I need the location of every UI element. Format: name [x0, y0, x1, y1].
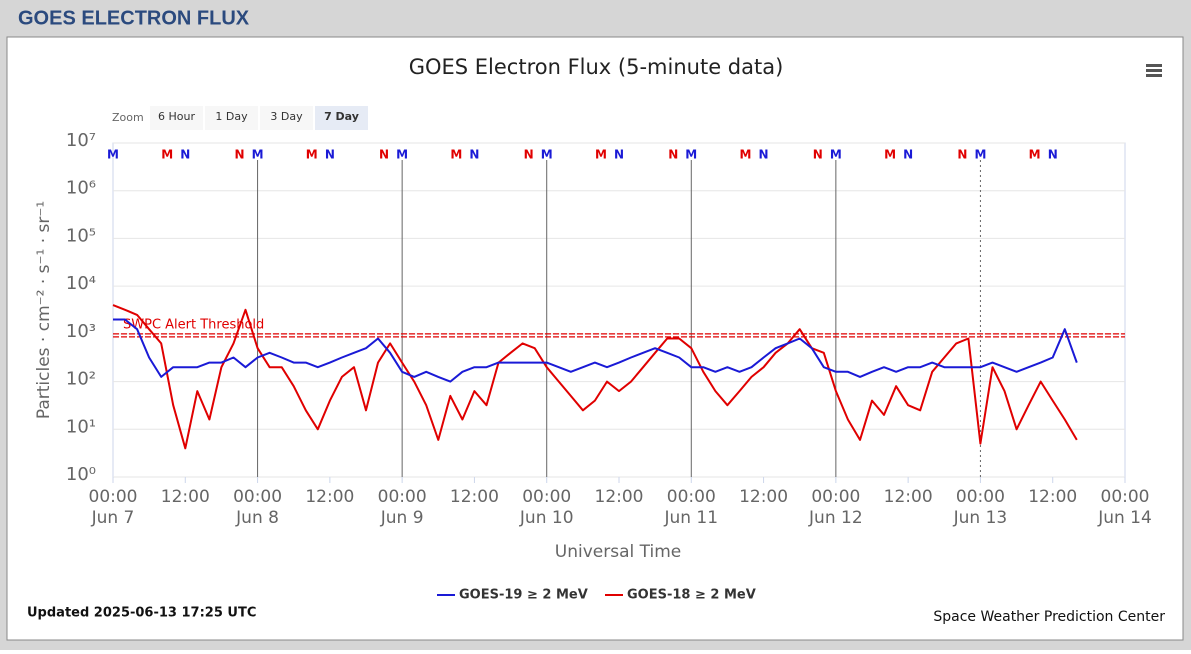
x-tick-label: 00:00 — [233, 487, 282, 507]
local-time-marker: N — [379, 148, 389, 162]
local-time-marker: N — [614, 148, 624, 162]
x-tick-label: 12:00 — [739, 487, 788, 507]
menu-button[interactable] — [1140, 58, 1168, 82]
y-tick-label: 10³ — [66, 321, 96, 342]
series-line — [112, 304, 1078, 450]
zoom-button-label[interactable]: 6 Hour — [158, 110, 195, 123]
zoom-button[interactable] — [205, 106, 258, 130]
local-time-marker: N — [813, 148, 823, 162]
zoom-button-label[interactable]: 3 Day — [270, 110, 303, 123]
zoom-button[interactable] — [315, 106, 368, 130]
y-tick-label: 10⁶ — [66, 178, 96, 199]
local-time-marker: N — [234, 148, 244, 162]
local-time-marker: M — [396, 148, 408, 162]
series-line — [113, 318, 1078, 383]
y-tick-label: 10⁰ — [66, 464, 96, 485]
zoom-button-label[interactable]: 1 Day — [215, 110, 248, 123]
x-tick-label: 00:00 — [378, 487, 427, 507]
zoom-button[interactable] — [150, 106, 203, 130]
x-tick-label: 00:00 — [1101, 487, 1150, 507]
x-tick-label: Jun 12 — [808, 508, 863, 528]
x-tick-label: Jun 11 — [663, 508, 718, 528]
x-tick-label: 12:00 — [884, 487, 933, 507]
legend-label[interactable]: GOES-19 ≥ 2 MeV — [459, 588, 588, 603]
x-tick-label: 00:00 — [522, 487, 571, 507]
local-time-marker: M — [161, 148, 173, 162]
local-time-marker: M — [595, 148, 607, 162]
x-tick-label: 12:00 — [1028, 487, 1077, 507]
x-tick-label: 12:00 — [305, 487, 354, 507]
updated-time: Updated 2025-06-13 17:25 UTC — [27, 606, 256, 621]
local-time-marker: N — [524, 148, 534, 162]
x-tick-label: Jun 9 — [380, 508, 424, 528]
x-tick-label: 00:00 — [956, 487, 1005, 507]
zoom-button-label[interactable]: 7 Day — [324, 110, 359, 123]
local-time-marker: N — [668, 148, 678, 162]
local-time-marker: M — [252, 148, 264, 162]
local-time-marker: N — [1048, 148, 1058, 162]
local-time-marker: M — [1029, 148, 1041, 162]
zoom-button[interactable] — [260, 106, 313, 130]
x-tick-label: 00:00 — [811, 487, 860, 507]
y-tick-label: 10⁵ — [66, 225, 96, 246]
x-tick-label: 00:00 — [89, 487, 138, 507]
zoom-label: Zoom — [112, 111, 144, 124]
page-title: GOES ELECTRON FLUX — [18, 7, 250, 29]
local-time-marker: M — [450, 148, 462, 162]
x-tick-label: Jun 14 — [1097, 508, 1152, 528]
chart-title: GOES Electron Flux (5-minute data) — [409, 55, 784, 79]
y-tick-label: 10⁷ — [66, 130, 96, 151]
local-time-marker: N — [957, 148, 967, 162]
x-axis-title: Universal Time — [555, 542, 681, 562]
local-time-marker: N — [180, 148, 190, 162]
local-time-marker: M — [541, 148, 553, 162]
x-tick-label: 12:00 — [450, 487, 499, 507]
y-tick-label: 10² — [66, 369, 96, 390]
local-time-marker: N — [325, 148, 335, 162]
local-time-marker: M — [974, 148, 986, 162]
threshold-label: SWPC Alert Threshold — [123, 317, 264, 332]
local-time-marker: M — [306, 148, 318, 162]
local-time-marker: M — [685, 148, 697, 162]
x-tick-label: Jun 13 — [953, 508, 1008, 528]
credit: Space Weather Prediction Center — [933, 609, 1165, 625]
chart-panel — [6, 36, 1184, 641]
local-time-marker: M — [830, 148, 842, 162]
x-tick-label: 12:00 — [595, 487, 644, 507]
x-tick-label: 12:00 — [161, 487, 210, 507]
local-time-marker: N — [903, 148, 913, 162]
x-tick-label: Jun 8 — [235, 508, 279, 528]
local-time-marker: N — [759, 148, 769, 162]
y-tick-label: 10¹ — [66, 416, 96, 437]
x-tick-label: 00:00 — [667, 487, 716, 507]
local-time-marker: M — [107, 148, 119, 162]
local-time-marker: M — [884, 148, 896, 162]
y-tick-label: 10⁴ — [66, 273, 96, 294]
local-time-marker: M — [740, 148, 752, 162]
legend-label[interactable]: GOES-18 ≥ 2 MeV — [627, 588, 756, 603]
local-time-marker: N — [469, 148, 479, 162]
x-tick-label: Jun 10 — [519, 508, 574, 528]
y-axis-title: Particles · cm⁻² · s⁻¹ · sr⁻¹ — [34, 201, 54, 419]
x-tick-label: Jun 7 — [91, 508, 135, 528]
